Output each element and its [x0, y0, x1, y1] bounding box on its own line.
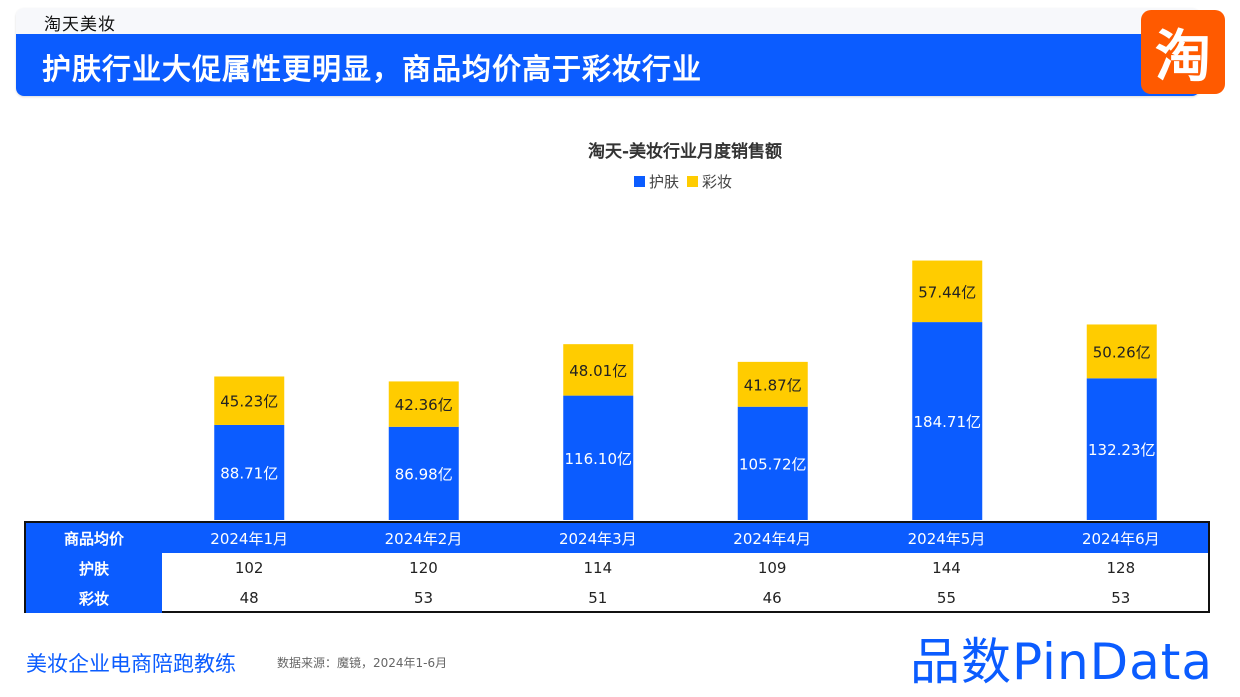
data-source-note: 数据来源：魔镜，2024年1-6月: [277, 656, 448, 670]
table-cell: 46: [762, 589, 782, 607]
data-label-makeup: 57.44亿: [918, 283, 976, 301]
bar-skincare: [737, 406, 808, 520]
table-cell: 55: [936, 589, 957, 607]
bar-makeup: [912, 260, 983, 323]
data-label-skincare: 86.98亿: [395, 465, 453, 483]
page-title: 护肤行业大促属性更明显，商品均价高于彩妆行业: [42, 52, 703, 86]
data-label-makeup: 42.36亿: [395, 396, 453, 414]
bar-makeup: [214, 376, 285, 425]
header-bar: [16, 8, 1200, 96]
bar-skincare: [388, 426, 459, 520]
table-col-header: 2024年1月: [210, 529, 289, 548]
table-cell: 51: [588, 589, 608, 607]
data-label-makeup: 48.01亿: [569, 362, 627, 380]
table-cell: 114: [583, 559, 613, 577]
bar-skincare: [1086, 378, 1157, 520]
table-header-row: 商品均价 2024年1月 2024年2月 2024年3月 2024年4月 202…: [26, 523, 1208, 553]
table-cell: 53: [413, 589, 434, 607]
table-cell: 109: [757, 559, 787, 577]
pindata-logo: 品数PinData: [910, 633, 1214, 691]
data-label-skincare: 105.72亿: [739, 455, 807, 473]
data-label-skincare: 88.71亿: [220, 464, 278, 482]
bar-makeup: [388, 381, 459, 427]
bar-skincare: [563, 395, 634, 520]
price-table: 商品均价 2024年1月 2024年2月 2024年3月 2024年4月 202…: [24, 521, 1210, 613]
legend-label-skincare: 护肤: [649, 173, 680, 191]
legend-swatch-makeup: [687, 176, 699, 187]
legend-swatch-skincare: [634, 176, 645, 187]
data-label-skincare: 184.71亿: [914, 413, 982, 431]
legend-label-makeup: 彩妆: [702, 173, 733, 191]
table-col-header: 2024年3月: [558, 529, 637, 548]
bar-makeup: [737, 361, 808, 407]
data-label-makeup: 50.26亿: [1093, 343, 1151, 361]
table-col-header: 2024年4月: [733, 529, 811, 548]
bar-skincare: [214, 424, 285, 520]
table-header-label: 商品均价: [26, 523, 162, 553]
footer-slogan: 美妆企业电商陪跑教练: [26, 652, 236, 676]
data-label-makeup: 41.87亿: [744, 376, 802, 394]
taobao-logo-icon: 淘: [1141, 10, 1225, 94]
data-label-skincare: 116.10亿: [565, 450, 633, 468]
chart-legend: 护肤 彩妆: [634, 171, 732, 192]
legend-item-skincare: 护肤: [634, 171, 679, 192]
table-col-header: 2024年6月: [1081, 529, 1160, 548]
table-row: 彩妆 48 53 51 46 55 53: [26, 583, 1208, 613]
data-label-makeup: 45.23亿: [220, 393, 278, 411]
table-cell: 144: [932, 559, 961, 577]
table-cell: 53: [1111, 589, 1131, 607]
table-row-label: 护肤: [26, 553, 162, 583]
table-col-header: 2024年2月: [384, 529, 463, 548]
table-cell: 102: [234, 559, 264, 577]
data-label-skincare: 132.23亿: [1088, 441, 1156, 459]
legend-item-makeup: 彩妆: [687, 171, 732, 192]
table-cell: 48: [239, 589, 259, 607]
bar-makeup: [563, 344, 634, 396]
bar-skincare: [912, 322, 983, 520]
table-cell: 128: [1106, 559, 1136, 577]
bar-makeup: [1086, 324, 1157, 379]
brand-label: 淘天美妆: [44, 15, 116, 35]
table-cell: 120: [409, 559, 438, 577]
chart-title: 淘天-美妆行业月度销售额: [587, 142, 783, 162]
table-row-label: 彩妆: [26, 583, 162, 613]
table-row: 护肤 102 120 114 109 144 128: [26, 553, 1208, 583]
table-col-header: 2024年5月: [907, 529, 986, 548]
